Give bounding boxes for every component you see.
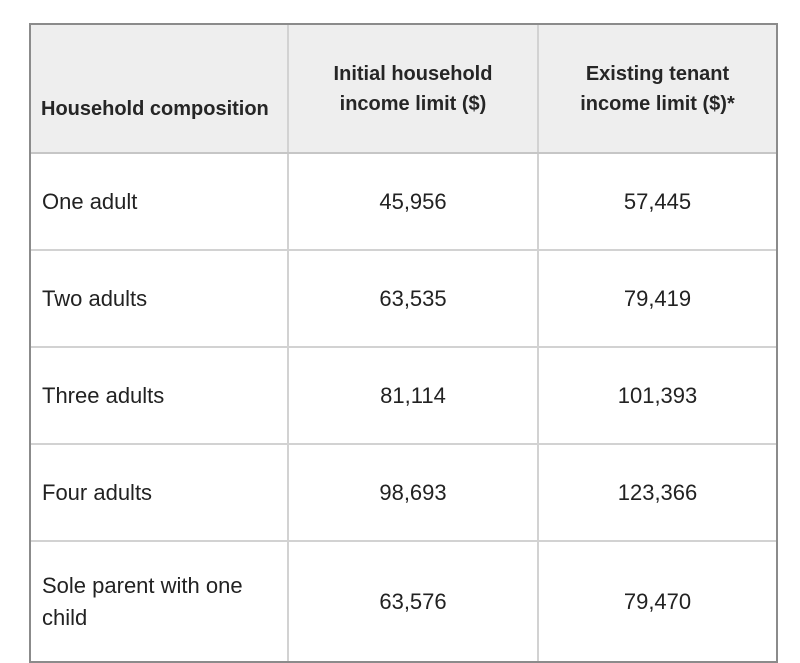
table-row: Four adults 98,693 123,366 — [31, 443, 776, 542]
initial-limit-cell: 45,956 — [287, 152, 539, 251]
initial-limit-cell: 98,693 — [287, 443, 539, 542]
income-limits-table-grid: Household composition Initial household … — [31, 25, 776, 661]
col-header-household-composition: Household composition — [31, 25, 289, 154]
existing-limit-cell: 123,366 — [537, 443, 776, 542]
table-row: Two adults 63,535 79,419 — [31, 249, 776, 348]
initial-limit-cell: 81,114 — [287, 346, 539, 445]
income-limits-table: Household composition Initial household … — [29, 23, 778, 663]
household-composition-cell: Three adults — [31, 346, 289, 445]
existing-limit-cell: 79,470 — [537, 540, 776, 661]
household-composition-cell: One adult — [31, 152, 289, 251]
household-composition-cell: Sole parent with one child — [31, 540, 289, 661]
initial-limit-cell: 63,576 — [287, 540, 539, 661]
table-row: Sole parent with one child 63,576 79,470 — [31, 540, 776, 661]
existing-limit-cell: 101,393 — [537, 346, 776, 445]
table-row: One adult 45,956 57,445 — [31, 152, 776, 251]
existing-limit-cell: 79,419 — [537, 249, 776, 348]
household-composition-cell: Two adults — [31, 249, 289, 348]
existing-limit-cell: 57,445 — [537, 152, 776, 251]
table-row: Three adults 81,114 101,393 — [31, 346, 776, 445]
household-composition-cell: Four adults — [31, 443, 289, 542]
col-header-initial-income-limit: Initial household income limit ($) — [287, 25, 539, 154]
table-header-row: Household composition Initial household … — [31, 25, 776, 154]
col-header-existing-income-limit: Existing tenant income limit ($)* — [537, 25, 776, 154]
initial-limit-cell: 63,535 — [287, 249, 539, 348]
